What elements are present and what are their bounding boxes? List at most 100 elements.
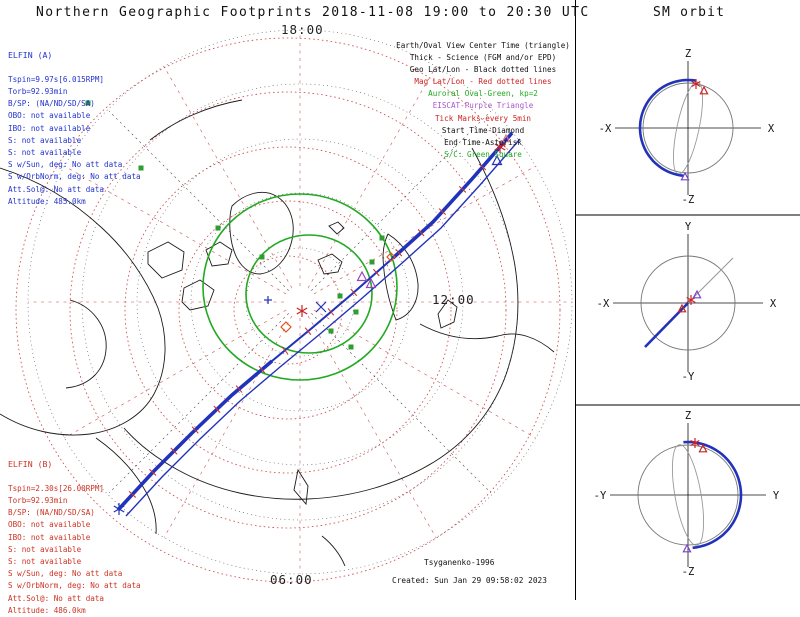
info-line: S: not available (8, 557, 82, 567)
coastline (419, 323, 555, 353)
axis-label: -X (599, 123, 612, 135)
legend-item: S/C: Green Square (444, 149, 522, 159)
triangle-marker (682, 543, 692, 553)
auroral-oval-outer (202, 193, 398, 381)
ground-station-square (337, 293, 343, 299)
axis-label: Y (773, 490, 780, 502)
triangle-marker (699, 85, 709, 95)
legend-item: Geo Lat/Lon - Black dotted lines (409, 65, 557, 75)
coastline (433, 147, 519, 463)
elfin-b-info-block: ELFIN (B) Tspin=2.30s[26.00RPM] Torb=92.9… (8, 434, 141, 617)
legend-item: End Time-Asterisk (444, 137, 522, 147)
info-line: Att.Sol@: No att data (8, 593, 105, 603)
triangle-marker (692, 289, 702, 299)
polar-footprint-map (0, 29, 573, 583)
coastline (123, 427, 435, 500)
triangle-marker (356, 270, 368, 282)
axis-label: X (770, 298, 777, 310)
coastline (328, 221, 345, 235)
coastline (205, 241, 233, 267)
coastline (382, 233, 419, 321)
triangle-marker (677, 303, 687, 313)
info-line: S w/Sun, deg: No att data (8, 160, 123, 170)
mag-lat-circle (233, 255, 343, 365)
legend-item: EISCAT-Purple Triangle (432, 101, 534, 111)
time-tick (458, 185, 467, 193)
triangle-marker (680, 171, 690, 181)
time-tick (128, 490, 137, 498)
science-segment (391, 131, 514, 260)
info-line: IBO: not available (8, 532, 91, 542)
info-line: S: not available (8, 544, 82, 554)
elfin-a-info-block: ELFIN (A) Tspin=9.97s[6.015RPM] Torb=92.9… (8, 25, 141, 208)
info-line: Tspin=2.30s[26.00RPM] (8, 483, 105, 493)
ground-station-square (215, 225, 221, 231)
ground-station-square (328, 328, 334, 334)
axis-label: -Z (682, 566, 695, 578)
asterisk-marker (691, 79, 701, 89)
axis-label: -Y (682, 371, 695, 383)
info-line: S w/OrbNorm, deg: No att data (8, 581, 141, 591)
time-tick (478, 163, 487, 171)
info-line: Torb=92.93min (8, 496, 68, 506)
mlt-label-1200: 12:00 (432, 292, 475, 307)
time-tick (438, 208, 447, 216)
info-line: S w/Sun, deg: No att data (8, 569, 123, 579)
axis-label: -Y (594, 490, 607, 502)
time-tick (149, 468, 157, 476)
orbit-arc (638, 78, 697, 178)
mag-lat-circle (178, 200, 398, 420)
legend-item: Earth/Oval View Center Time (triangle) (396, 41, 570, 50)
ground-station-square (379, 235, 385, 241)
time-tick (327, 308, 335, 316)
ground-station-square (348, 344, 354, 350)
earth-circle (642, 82, 734, 174)
info-line: Altitude: 485.0km (8, 196, 86, 206)
coastline (229, 192, 294, 275)
mag-lat-circle (69, 91, 507, 529)
info-line: Torb=92.93min (8, 87, 68, 97)
axis-label: Z (685, 48, 691, 60)
time-tick (304, 327, 312, 336)
geo-lat-circle (245, 247, 355, 357)
axis-label: -Z (682, 194, 695, 206)
coastline (95, 437, 157, 535)
ground-station-square (138, 165, 144, 171)
ground-station-square (259, 254, 265, 260)
created-label: Created: Sun Jan 29 09:58:02 2023 (392, 576, 547, 585)
coastline (149, 99, 243, 141)
legend-item: Tick Marks every 5min (434, 113, 531, 123)
geo-lat-circle (136, 138, 464, 466)
mag-lon-line (163, 66, 293, 289)
time-tick (170, 447, 178, 455)
asterisk-marker (494, 141, 506, 153)
auroral-oval-inner (245, 234, 373, 354)
x-marker (315, 301, 327, 313)
legend-item: Start Time-Diamond (441, 125, 525, 135)
mag-lon-line (313, 309, 536, 439)
coastline (437, 299, 458, 329)
earth-circle (637, 444, 739, 546)
time-tick (372, 268, 380, 277)
coastline (317, 253, 343, 275)
mag-lon-line (64, 165, 287, 295)
plot-title: Northern Geographic Footprints 2018-11-0… (36, 5, 590, 20)
coastline (0, 167, 166, 436)
mag-lon-line (64, 309, 287, 439)
info-line: B/SP: (NA/ND/SD/SA) (8, 508, 95, 518)
sm-orbit-panels: Z -Z -X X Y -Y -X X Z -Z -Y Y (575, 0, 800, 600)
info-line: S: not available (8, 135, 82, 145)
axis-label: -X (597, 298, 610, 310)
triangle-marker (491, 154, 503, 166)
time-tick (191, 426, 199, 434)
mag-lat-circle (124, 146, 452, 474)
mag-lat-circle (15, 37, 561, 583)
coastline (321, 535, 346, 567)
info-line: B/SP: (NA/ND/SD/SA) (8, 99, 95, 109)
mlt-label-1800: 18:00 (281, 22, 324, 37)
time-tick (417, 228, 425, 237)
ground-station-square (85, 100, 91, 106)
mlt-label-0600: 06:00 (270, 572, 313, 587)
time-tick (235, 385, 243, 393)
legend-item: Thick - Science (FGM and/or EPD) (409, 53, 557, 63)
